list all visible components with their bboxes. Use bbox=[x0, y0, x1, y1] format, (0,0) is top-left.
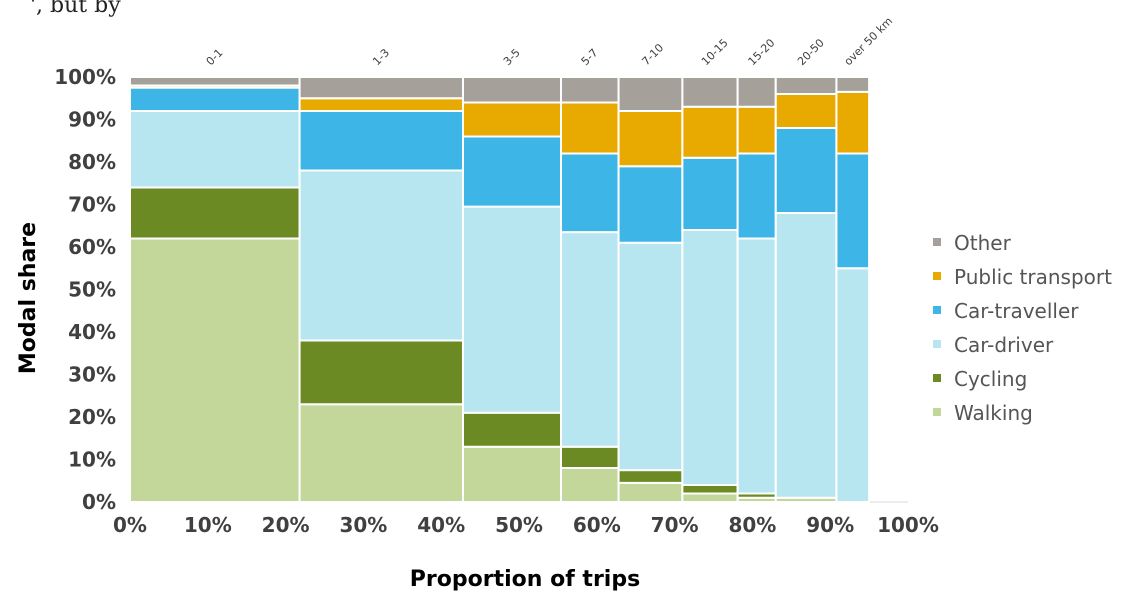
legend: Other Public transport Car-traveller Car-dr… bbox=[933, 231, 1112, 425]
bar-segment bbox=[463, 137, 561, 207]
legend-label: Cycling bbox=[954, 367, 1027, 391]
bar-segment bbox=[776, 213, 837, 498]
bar-segment bbox=[738, 77, 776, 107]
y-tick-label: 90% bbox=[68, 108, 116, 132]
bar-segment bbox=[776, 77, 837, 94]
legend-marker bbox=[933, 272, 941, 280]
bar-segment bbox=[682, 158, 737, 230]
bar-segment bbox=[300, 404, 463, 502]
x-tick-label: 40% bbox=[417, 513, 465, 537]
y-tick-label: 80% bbox=[68, 150, 116, 174]
category-label: 10-15 bbox=[699, 36, 731, 68]
bar-segment bbox=[776, 94, 837, 128]
category-label: 1-3 bbox=[370, 46, 392, 68]
bar-segment bbox=[619, 166, 683, 243]
category-label: 7-10 bbox=[639, 41, 666, 68]
bar-segment bbox=[836, 77, 869, 92]
y-tick-label: 20% bbox=[68, 405, 116, 429]
bar-segment bbox=[561, 468, 619, 502]
bar-segment bbox=[682, 77, 737, 107]
x-tick-labels: 0% 10% 20% 30% 40% 50% 60% 70% 80% 90% 100% bbox=[113, 513, 939, 537]
bar-segment bbox=[776, 128, 837, 213]
bar-segment bbox=[463, 447, 561, 502]
bar-segment bbox=[130, 77, 300, 86]
bar-segment bbox=[836, 268, 869, 502]
bar-segment bbox=[561, 77, 619, 103]
bar-segment bbox=[619, 77, 683, 111]
legend-marker bbox=[933, 374, 941, 382]
x-tick-label: 30% bbox=[339, 513, 387, 537]
x-tick-label: 50% bbox=[495, 513, 543, 537]
bar-segment bbox=[682, 230, 737, 485]
bar-segment bbox=[682, 107, 737, 158]
x-tick-label: 0% bbox=[113, 513, 147, 537]
category-label: over 50 km bbox=[842, 15, 895, 68]
category-label: 0-1 bbox=[204, 46, 226, 68]
bar-segment bbox=[130, 239, 300, 503]
bar-segment bbox=[619, 470, 683, 483]
x-tick-label: 60% bbox=[573, 513, 621, 537]
bar-segment bbox=[300, 111, 463, 171]
bar-segment bbox=[738, 154, 776, 239]
y-tick-label: 40% bbox=[68, 320, 116, 344]
legend-label: Other bbox=[954, 231, 1012, 255]
bar-segment bbox=[561, 447, 619, 468]
bar-segment bbox=[300, 171, 463, 341]
y-tick-labels: 0% 10% 20% 30% 40% 50% 60% 70% 80% 90% 100% bbox=[54, 65, 116, 514]
y-tick-label: 100% bbox=[54, 65, 116, 89]
bar-segment bbox=[463, 413, 561, 447]
y-tick-label: 60% bbox=[68, 235, 116, 259]
bar-segment bbox=[300, 98, 463, 111]
bar-segment bbox=[463, 77, 561, 103]
x-tick-label: 20% bbox=[262, 513, 310, 537]
bar-segment bbox=[561, 103, 619, 154]
y-tick-label: 30% bbox=[68, 363, 116, 387]
legend-marker bbox=[933, 408, 941, 416]
legend-marker bbox=[933, 306, 941, 314]
category-label: 20-50 bbox=[795, 36, 827, 68]
x-tick-label: 100% bbox=[877, 513, 939, 537]
bar-segment bbox=[738, 107, 776, 154]
y-tick-label: 0% bbox=[82, 490, 116, 514]
x-tick-label: 80% bbox=[728, 513, 776, 537]
x-tick-label: 90% bbox=[806, 513, 854, 537]
bar-segment bbox=[300, 341, 463, 405]
category-label: 5-7 bbox=[579, 46, 601, 68]
bar-segment bbox=[130, 188, 300, 239]
bar-segment bbox=[738, 239, 776, 494]
legend-marker bbox=[933, 340, 941, 348]
x-axis-title: Proportion of trips bbox=[410, 567, 640, 592]
bar-segment bbox=[619, 111, 683, 166]
x-tick-label: 70% bbox=[651, 513, 699, 537]
x-tick-label: 10% bbox=[184, 513, 232, 537]
bar-segment bbox=[682, 494, 737, 503]
category-labels: 0-1 1-3 3-5 5-7 7-10 10-15 15-20 20-50 over 50 k… bbox=[204, 15, 895, 68]
legend-label: Walking bbox=[954, 401, 1033, 425]
bar-segment bbox=[836, 154, 869, 269]
bar-segment bbox=[682, 485, 737, 494]
bar-segment bbox=[836, 92, 869, 154]
bar-segment bbox=[463, 103, 561, 137]
y-tick-label: 10% bbox=[68, 448, 116, 472]
category-label: 15-20 bbox=[746, 36, 778, 68]
category-label: 3-5 bbox=[501, 46, 523, 68]
bar-segment bbox=[561, 154, 619, 233]
legend-label: Public transport bbox=[954, 265, 1112, 289]
y-tick-label: 50% bbox=[68, 278, 116, 302]
bar-segment bbox=[619, 483, 683, 502]
bar-segment bbox=[561, 232, 619, 447]
bar-segment bbox=[619, 243, 683, 470]
legend-marker bbox=[933, 238, 941, 246]
legend-label: Car-driver bbox=[954, 333, 1054, 357]
bar-segment bbox=[130, 88, 300, 111]
bar-segments bbox=[130, 77, 869, 502]
y-axis-title: Modal share bbox=[16, 222, 41, 374]
bar-segment bbox=[300, 77, 463, 98]
bar-segment bbox=[130, 111, 300, 188]
y-tick-label: 70% bbox=[68, 193, 116, 217]
bar-segment bbox=[463, 207, 561, 413]
legend-label: Car-traveller bbox=[954, 299, 1079, 323]
top-cropped-text: ', but by bbox=[30, 0, 121, 18]
